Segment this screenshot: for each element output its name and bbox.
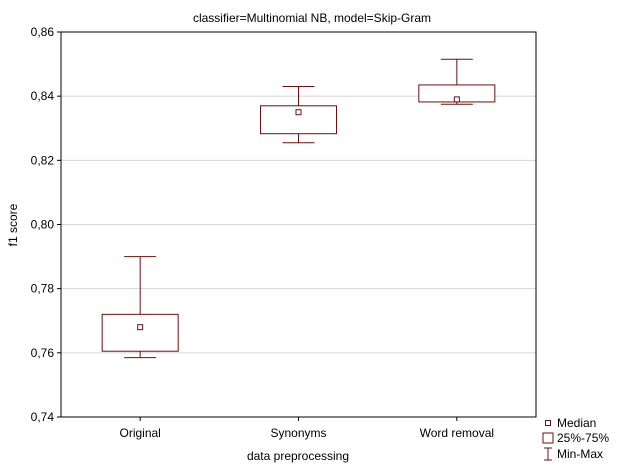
legend-whisker-icon <box>544 447 552 461</box>
median-marker <box>137 324 144 331</box>
legend-median-icon <box>545 420 551 426</box>
box-original <box>101 256 179 359</box>
x-axis-ticks: Original Synonyms Word removal <box>119 417 494 440</box>
y-tick-label: 0,84 <box>31 89 55 103</box>
legend-box-icon <box>542 432 554 444</box>
x-tick-label: Original <box>119 426 160 440</box>
median-marker <box>295 109 302 116</box>
legend-label: Min-Max <box>557 447 603 461</box>
y-tick-label: 0,82 <box>31 153 55 167</box>
x-tick-label: Word removal <box>420 426 494 440</box>
iqr-box <box>260 105 337 135</box>
y-tick-label: 0,76 <box>31 346 55 360</box>
chart-title: classifier=Multinomial NB, model=Skip-Gr… <box>193 11 431 25</box>
iqr-box <box>101 313 179 352</box>
y-tick-label: 0,86 <box>31 25 55 39</box>
y-axis-label: f1 score <box>6 203 20 246</box>
y-tick-label: 0,78 <box>31 282 55 296</box>
legend-label: Median <box>557 416 596 430</box>
box-word-removal <box>418 58 496 105</box>
x-tick-label: Synonyms <box>270 426 326 440</box>
y-tick-label: 0,80 <box>31 218 55 232</box>
legend-label: 25%-75% <box>557 431 609 445</box>
x-axis-label: data preprocessing <box>247 449 349 463</box>
boxes <box>101 58 496 359</box>
box-synonyms <box>260 86 337 144</box>
y-axis-ticks: 0,74 0,76 0,78 0,80 0,82 0,84 0,86 <box>31 25 61 424</box>
y-tick-label: 0,74 <box>31 410 55 424</box>
median-marker <box>453 96 460 103</box>
